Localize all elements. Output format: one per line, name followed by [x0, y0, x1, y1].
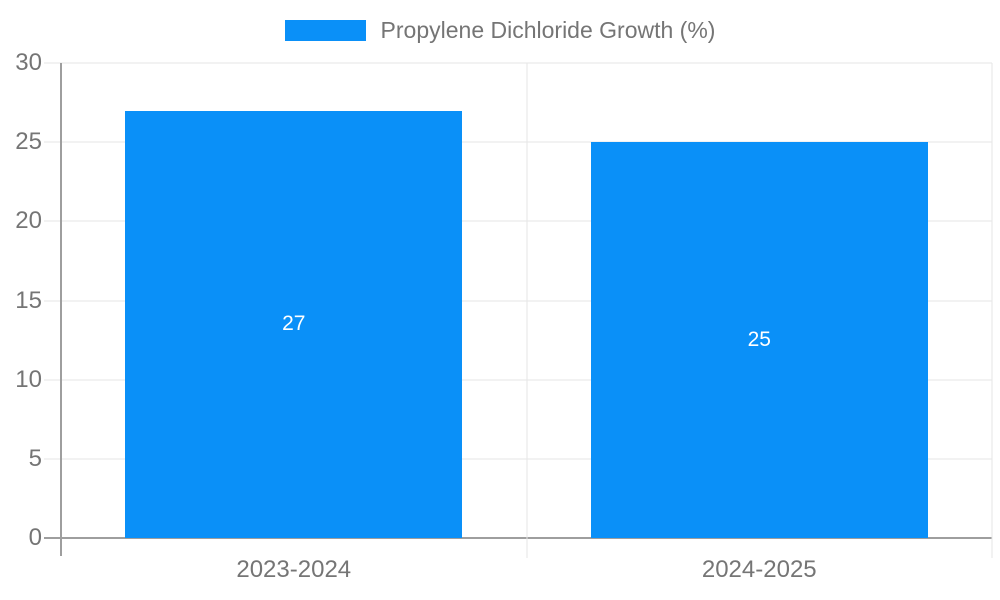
bar-2024-2025: 25 [590, 142, 928, 538]
vertical-gridline [526, 63, 527, 558]
y-tick-label: 0 [28, 524, 42, 551]
y-tick-label: 10 [15, 365, 42, 393]
x-tick-label: 2023-2024 [236, 556, 352, 583]
gridline [44, 141, 992, 143]
plot-area: 27 25 [44, 62, 993, 558]
vertical-gridline [991, 63, 993, 558]
x-axis-baseline [44, 537, 992, 539]
y-tick-label: 20 [15, 207, 42, 235]
gridline [44, 220, 992, 222]
gridline [44, 300, 992, 301]
gridline [44, 62, 992, 64]
y-tick-label: 30 [15, 49, 42, 76]
gridline [44, 379, 992, 381]
x-tick-label: 2024-2025 [701, 556, 817, 583]
x-axis-labels: 2023-2024 2024-2025 [61, 556, 992, 590]
bar-value-label: 25 [747, 328, 771, 352]
y-tick-label: 5 [28, 444, 42, 472]
y-axis-labels: 0 5 10 15 20 25 30 [0, 51, 44, 550]
y-tick-label: 25 [15, 128, 42, 156]
legend: Propylene Dichloride Growth (%) [0, 17, 1000, 44]
y-axis-line [60, 63, 62, 556]
gridline [44, 458, 992, 460]
bar-2023-2024: 27 [125, 110, 463, 538]
y-tick-label: 15 [15, 286, 42, 314]
legend-label: Propylene Dichloride Growth (%) [380, 17, 716, 43]
legend-swatch [284, 20, 366, 41]
bar-value-label: 27 [282, 312, 306, 336]
